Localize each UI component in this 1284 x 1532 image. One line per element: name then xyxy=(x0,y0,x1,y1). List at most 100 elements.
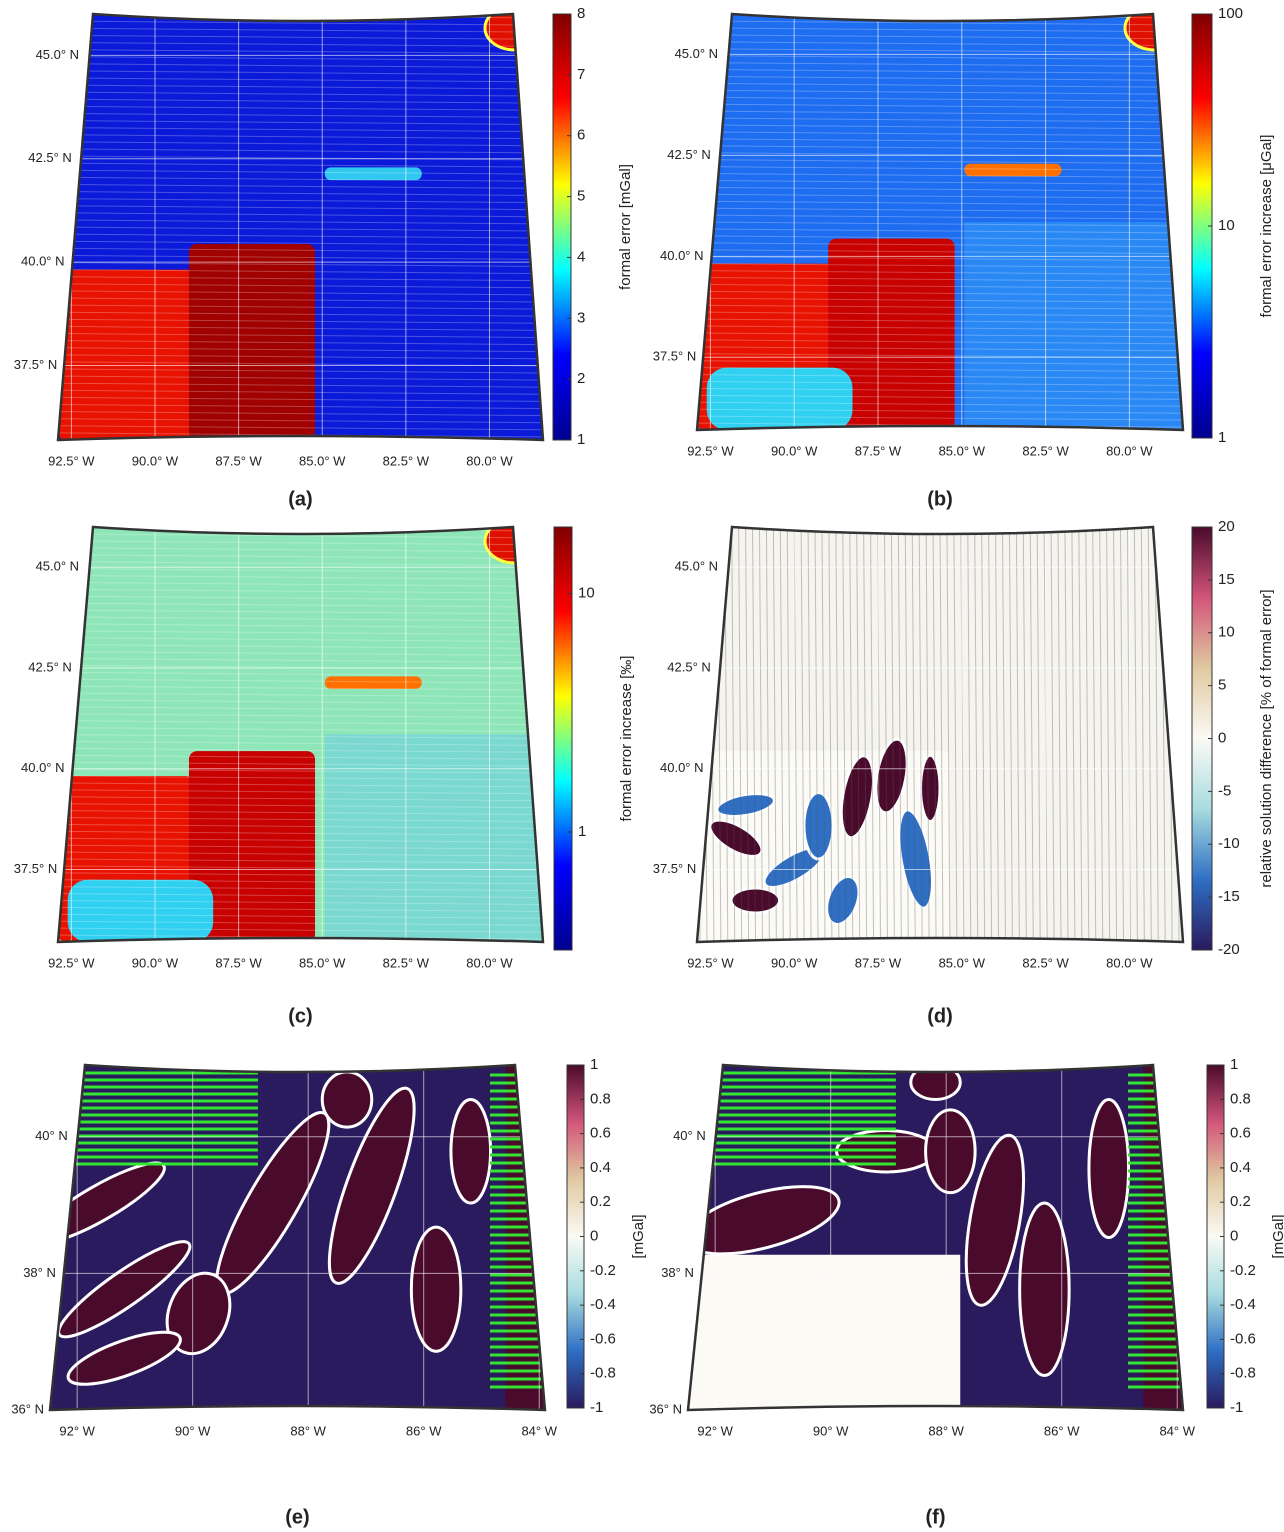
map-blob xyxy=(715,792,776,818)
y-tick-label: 42.5° N xyxy=(667,147,711,162)
track-line xyxy=(932,527,937,942)
x-tick-label: 87.5° W xyxy=(855,443,902,458)
x-tick-label: 87.5° W xyxy=(215,955,262,970)
map-blob xyxy=(924,1108,977,1195)
track-line xyxy=(58,127,543,133)
track-line xyxy=(918,527,923,942)
track-line xyxy=(58,574,543,580)
map-border xyxy=(686,1063,1185,1412)
map-region xyxy=(828,238,955,430)
track-line xyxy=(58,162,543,168)
track-line xyxy=(58,247,543,253)
track-line xyxy=(58,155,543,161)
track-line xyxy=(58,169,543,175)
track-line xyxy=(697,103,1183,109)
track-line xyxy=(697,415,1183,421)
track-line xyxy=(995,527,1000,942)
x-tick-label: 82.5° W xyxy=(383,955,430,970)
map-border xyxy=(48,1063,547,1412)
track-line xyxy=(697,339,1183,345)
y-tick-label: 37.5° N xyxy=(14,357,58,372)
track-line xyxy=(58,796,543,802)
y-tick-label: 37.5° N xyxy=(653,861,697,876)
track-line xyxy=(697,332,1183,338)
track-line xyxy=(58,354,543,360)
track-line xyxy=(697,20,1183,26)
colorbar-tick-label: 5 xyxy=(1218,677,1226,694)
track-line xyxy=(1154,527,1159,942)
track-line xyxy=(58,176,543,182)
track-line xyxy=(697,290,1183,296)
track-line xyxy=(58,134,543,140)
track-line xyxy=(58,233,543,239)
track-line xyxy=(697,408,1183,414)
panel: 37.5° N 40.0° N 42.5° N 45.0° N 92.5° W 90.0°… xyxy=(653,518,1275,1027)
colorbar-tick-label: -0.8 xyxy=(590,1365,616,1382)
colorbar-tick-label: 0.2 xyxy=(1230,1193,1251,1210)
map-blob xyxy=(320,1070,374,1129)
track-line xyxy=(697,367,1183,373)
colorbar-tick-label: 1 xyxy=(578,823,586,840)
x-tick-label: 80.0° W xyxy=(1106,443,1153,458)
track-line xyxy=(58,886,543,892)
track-line xyxy=(58,671,543,677)
track-line xyxy=(904,527,909,942)
y-tick-label: 40° N xyxy=(35,1128,68,1143)
colorbar: 1 2 3 4 5 6 7 8 formal error [mGal] xyxy=(552,5,634,448)
track-line xyxy=(697,242,1183,248)
track-line xyxy=(1057,527,1062,942)
panel-label: (f) xyxy=(926,1506,946,1528)
track-line xyxy=(752,527,757,942)
x-tick-label: 90.0° W xyxy=(771,443,818,458)
track-line xyxy=(697,360,1183,366)
colorbar-tick-label: 6 xyxy=(577,127,585,144)
track-line xyxy=(697,124,1183,130)
track-line xyxy=(1064,527,1069,942)
colorbar-tick-label: 1 xyxy=(590,1056,598,1073)
x-tick-label: 90° W xyxy=(813,1423,849,1438)
track-line xyxy=(58,657,543,663)
track-line xyxy=(58,77,543,83)
track-line xyxy=(58,810,543,816)
y-tick-label: 40° N xyxy=(673,1128,706,1143)
map-blob xyxy=(1018,1201,1071,1377)
track-line xyxy=(58,191,543,196)
colorbar-tick-label: -15 xyxy=(1218,888,1240,905)
x-tick-label: 86° W xyxy=(406,1423,442,1438)
map-region xyxy=(324,676,422,689)
colorbar-tick-label: 1 xyxy=(577,431,585,448)
colorbar: -1 -0.8 -0.6 -0.4 -0.2 0 0.2 0.4 0.6 0.8 1 [mGal] xyxy=(566,1056,647,1416)
track-line xyxy=(697,263,1183,269)
map-blob xyxy=(825,875,861,926)
track-line xyxy=(58,637,543,643)
track-line xyxy=(1085,527,1090,942)
track-line xyxy=(697,172,1183,178)
y-tick-label: 45.0° N xyxy=(36,47,80,62)
x-tick-label: 84° W xyxy=(1159,1423,1195,1438)
panel-label: (c) xyxy=(288,1005,312,1027)
y-tick-label: 37.5° N xyxy=(14,861,58,876)
track-line xyxy=(758,527,763,942)
colorbar-tick-label: 0.8 xyxy=(1230,1090,1251,1107)
colorbar-label: relative solution difference [% of forma… xyxy=(1258,589,1275,887)
track-line xyxy=(1078,527,1083,942)
track-line xyxy=(849,527,854,942)
track-line xyxy=(58,27,543,33)
track-line xyxy=(814,527,819,942)
track-line xyxy=(58,644,543,650)
track-line xyxy=(58,254,543,260)
map-border xyxy=(56,12,545,442)
y-tick-label: 37.5° N xyxy=(653,349,697,364)
track-line xyxy=(58,678,543,684)
x-tick-label: 90.0° W xyxy=(771,955,818,970)
colorbar-tick-label: 1 xyxy=(1230,1056,1238,1073)
track-line xyxy=(697,249,1183,255)
colorbar-tick-label: -20 xyxy=(1218,941,1240,958)
track-line xyxy=(58,747,543,753)
track-line xyxy=(988,527,993,942)
track-line xyxy=(738,527,743,942)
map-blob xyxy=(66,1330,182,1386)
colorbar-label: [mGal] xyxy=(1270,1214,1284,1258)
track-line xyxy=(58,699,543,705)
